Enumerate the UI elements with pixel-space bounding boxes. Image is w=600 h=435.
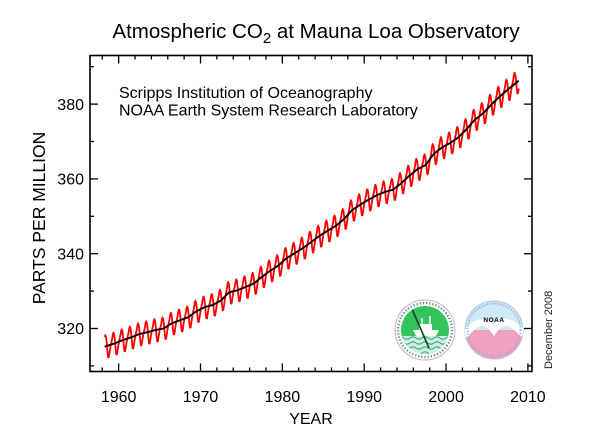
annotation-line1: Scripps Institution of Oceanography bbox=[119, 85, 372, 102]
monthly-co2-curve bbox=[103, 71, 520, 359]
y-tick-label: 340 bbox=[57, 246, 84, 263]
chart-title-prefix: Atmospheric CO bbox=[112, 20, 262, 43]
chart-title-suffix: at Mauna Loa Observatory bbox=[271, 20, 520, 43]
chart-title: Atmospheric CO2 at Mauna Loa Observatory bbox=[112, 20, 520, 47]
x-axis-label: YEAR bbox=[289, 411, 333, 428]
y-axis-label: PARTS PER MILLION bbox=[29, 132, 49, 304]
noaa-logo-monogram: NOAA bbox=[483, 317, 504, 324]
plot-frame bbox=[89, 54, 533, 373]
scripps-logo-ship-icon bbox=[413, 316, 439, 336]
y-axis-tick-labels: 320 340 360 380 bbox=[57, 97, 84, 338]
axis-ticks bbox=[90, 55, 532, 372]
scripps-logo-field bbox=[401, 306, 449, 354]
y-tick-label: 360 bbox=[57, 172, 84, 189]
y-tick-label: 320 bbox=[57, 321, 84, 338]
x-tick-label: 1970 bbox=[183, 389, 219, 406]
annotation-line2: NOAA Earth System Research Laboratory bbox=[119, 103, 418, 120]
x-tick-label: 1960 bbox=[101, 389, 137, 406]
x-tick-label: 1980 bbox=[265, 389, 301, 406]
x-tick-label: 2000 bbox=[428, 389, 464, 406]
trend-co2-curve bbox=[104, 79, 520, 348]
x-tick-label: 2010 bbox=[510, 389, 546, 406]
x-tick-label: 1990 bbox=[346, 389, 382, 406]
chart-title-subscript: 2 bbox=[263, 30, 271, 47]
noaa-logo-ring-text bbox=[466, 302, 522, 358]
noaa-logo-field bbox=[465, 319, 523, 359]
x-axis-tick-labels: 1960 1970 1980 1990 2000 2010 bbox=[101, 389, 546, 406]
noaa-logo: NOAA bbox=[464, 300, 524, 360]
y-tick-label: 380 bbox=[57, 97, 84, 114]
scripps-logo-ring-text bbox=[396, 301, 454, 359]
scripps-logo bbox=[394, 299, 456, 361]
date-note: December 2008 bbox=[543, 291, 555, 369]
noaa-logo-bird-icon bbox=[465, 319, 523, 338]
